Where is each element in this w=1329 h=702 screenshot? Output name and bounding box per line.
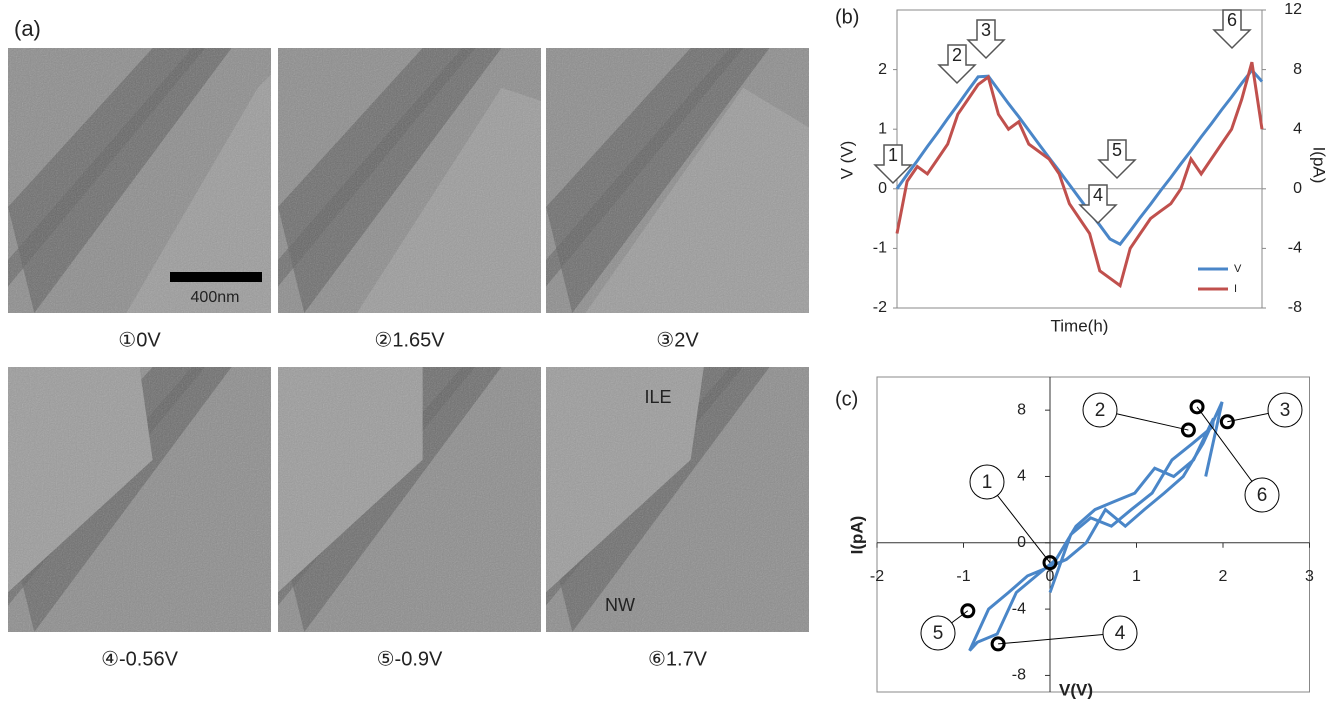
image-content [278,48,541,313]
y-tick-label: -2 [873,299,887,316]
arrow [937,44,977,85]
scale-bar [170,272,262,282]
annotation: NW [605,595,635,615]
tem-image: ⑤-0.9V [278,367,541,670]
marker [1042,555,1058,571]
arrow-label: 1 [888,145,898,165]
noise [278,48,541,313]
tem-images: ①0V ②1.65V ③2V ④-0.56V ⑤-0.9V ⑥1.7V 400nm ILE NW [8,48,809,670]
panel-label: (c) [835,388,858,410]
arrow-label: 5 [1112,140,1122,160]
image-content [546,48,809,313]
label-bubble [1267,392,1303,428]
marker [990,636,1006,652]
y-tick-label: 8 [1017,401,1026,418]
y2-axis-label: I(pA) [1310,147,1329,184]
point-label: 4 [1115,623,1126,644]
iv-curve [968,401,1224,652]
point-label: 6 [1257,485,1268,506]
image-content [278,367,541,632]
annotation: ILE [644,387,671,407]
arrow-label: 3 [981,20,991,40]
y2-tick-label: 0 [1293,180,1302,197]
y-axis-label: I(pA) [847,516,866,555]
x-tick-label: 3 [1305,568,1314,585]
leader [998,632,1121,645]
y-axis-label: V (V) [837,141,856,180]
y-tick-label: -1 [873,240,887,257]
series-line [895,67,1264,247]
y2-tick-label: -8 [1288,299,1302,316]
arrow [1097,139,1137,180]
y2-tick-label: -4 [1288,240,1302,257]
x-tick-label: 1 [1132,568,1141,585]
marker [1180,422,1196,438]
x-tick-label: 0 [1046,568,1055,585]
caption: ③2V [656,329,699,351]
legend-label: I [1234,283,1237,295]
y2-tick-label: 4 [1293,120,1302,137]
x-axis-label: Time(h) [1051,316,1109,335]
y-tick-label: -4 [1012,600,1026,617]
image-content [546,367,809,632]
label-bubble [1102,615,1138,651]
noise [8,367,271,632]
label-bubble [920,615,956,651]
x-tick-label: -2 [870,568,884,585]
legend-label: V [1234,263,1242,275]
tem-image: ②1.65V [278,48,541,351]
y-tick-label: 1 [878,120,887,137]
arrow [1212,9,1252,50]
noise [278,367,541,632]
marker [960,603,976,619]
arrow-label: 6 [1227,10,1237,30]
arrow-label: 4 [1093,185,1103,205]
scale-bar-label: 400nm [191,289,240,306]
caption: ②1.65V [374,329,445,351]
panel-label: (b) [835,6,859,28]
x-tick-label: 2 [1219,568,1228,585]
panel-label: (a) [14,16,41,41]
point-label: 1 [982,472,993,493]
point-label: 3 [1280,400,1291,421]
arrow-label: 2 [952,45,962,65]
caption: ④-0.56V [101,648,179,670]
tem-image: ⑥1.7V [546,367,809,670]
y2-tick-label: 8 [1293,61,1302,78]
noise [546,48,809,313]
leader [1196,406,1263,496]
label-bubble [1244,477,1280,513]
tem-image: ④-0.56V [8,367,271,670]
noise [546,367,809,632]
image-content [8,48,271,313]
y-tick-label: -8 [1012,667,1026,684]
caption: ⑤-0.9V [377,648,443,670]
label-bubble [969,464,1005,500]
point-label: 2 [1095,400,1106,421]
arrow [1078,184,1118,225]
point-label: 5 [933,623,944,644]
caption: ①0V [118,329,161,351]
noise [8,48,271,313]
y2-tick-label: 12 [1284,1,1302,18]
x-axis-label: V(V) [1059,680,1093,699]
y-tick-label: 4 [1017,468,1026,485]
marker [1189,399,1205,415]
marker [1219,414,1235,430]
tem-image: ①0V [8,48,271,351]
x-tick-label: -1 [956,568,970,585]
arrow [966,19,1006,60]
caption: ⑥1.7V [648,648,708,670]
arrow [873,144,913,185]
tem-image: ③2V [546,48,809,351]
series-line [895,61,1264,289]
y-tick-label: 0 [1017,534,1026,551]
label-bubble [1082,392,1118,428]
image-content [8,367,271,632]
y-tick-label: 0 [878,180,887,197]
y-tick-label: 2 [878,61,887,78]
plot-frame [876,376,1310,693]
